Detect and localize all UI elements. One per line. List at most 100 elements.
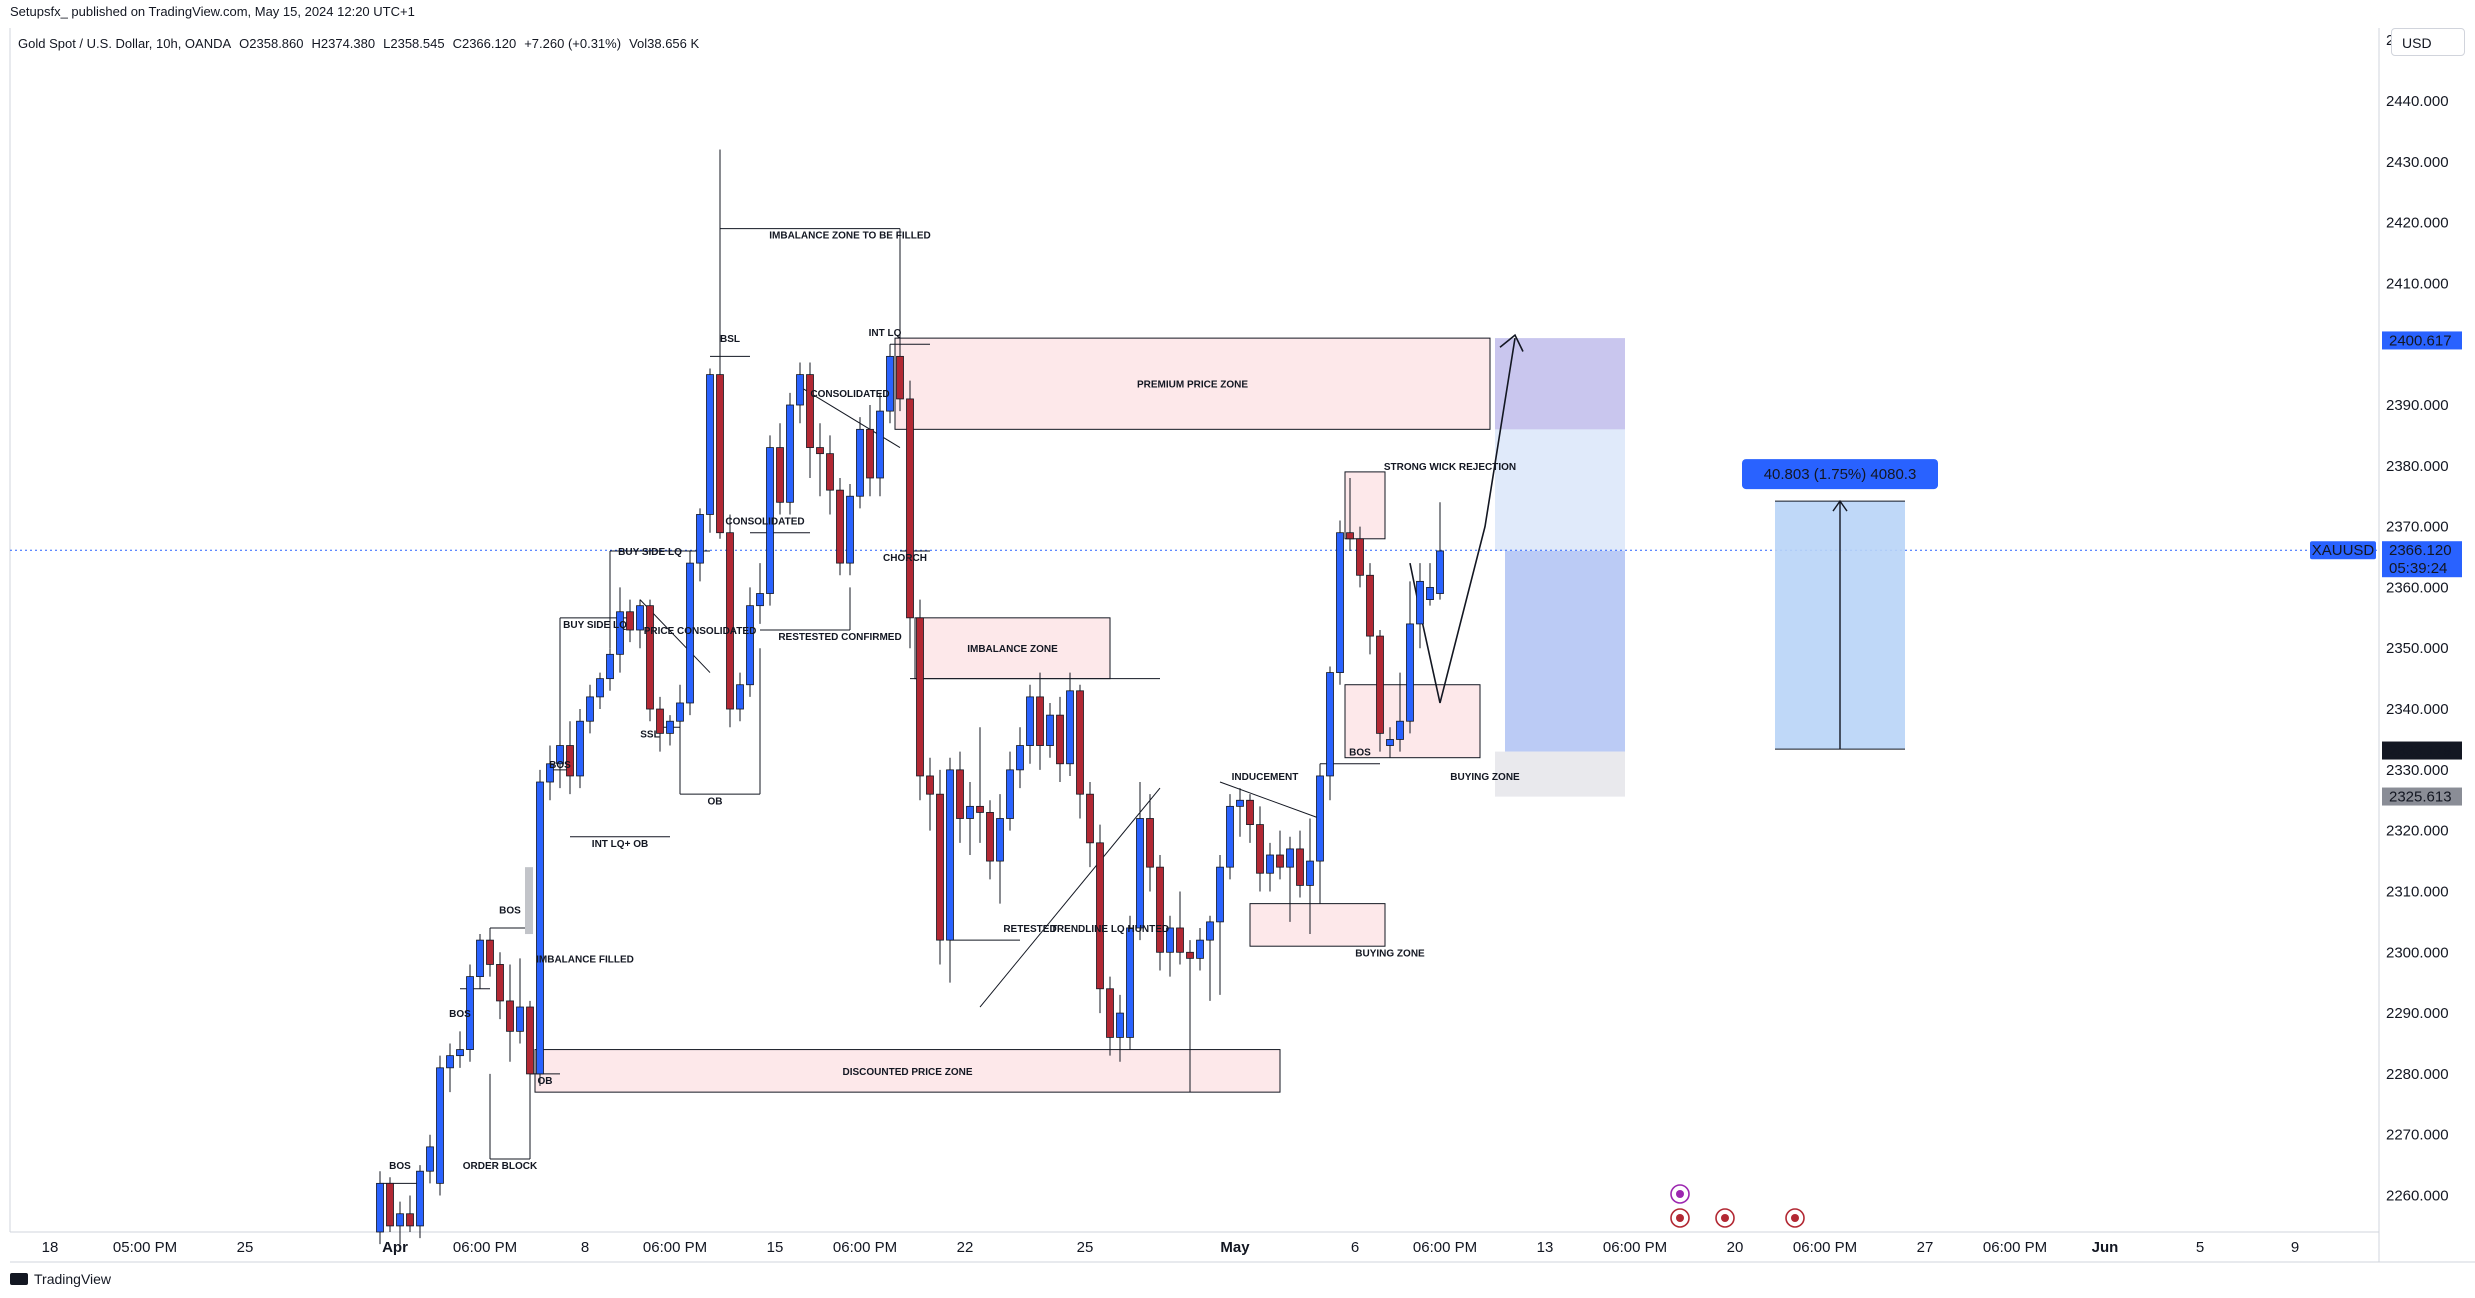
candle-body bbox=[986, 812, 994, 862]
price-tag bbox=[2382, 741, 2462, 760]
ohlc-close: C2366.120 bbox=[452, 36, 517, 51]
chart-annotation: OB bbox=[538, 1076, 553, 1087]
candle-body bbox=[1186, 951, 1194, 959]
candle-body bbox=[786, 404, 794, 503]
candle-body bbox=[1356, 538, 1364, 576]
chart-annotation: CONSOLIDATED bbox=[810, 389, 889, 400]
price-tag-countdown: 05:39:24 bbox=[2389, 560, 2447, 577]
candle-body bbox=[886, 355, 894, 412]
candle-body bbox=[576, 720, 584, 777]
candle-body bbox=[406, 1213, 414, 1227]
candle-body bbox=[766, 447, 774, 594]
chart-annotation: PRICE CONSOLIDATED bbox=[644, 626, 757, 637]
candle-body bbox=[1306, 860, 1314, 886]
time-axis-tick: 13 bbox=[1537, 1239, 1554, 1256]
candle-body bbox=[556, 745, 564, 765]
candle-body bbox=[1386, 739, 1394, 746]
candle-body bbox=[1086, 793, 1094, 844]
symbol-tag-label: XAUUSD bbox=[2312, 542, 2375, 559]
target-overlay-premium bbox=[1495, 338, 1625, 430]
zone-label: DISCOUNTED PRICE ZONE bbox=[842, 1067, 972, 1078]
price-axis-tick: 2270.000 bbox=[2386, 1127, 2449, 1144]
candle-body bbox=[976, 805, 984, 813]
candle-body bbox=[536, 781, 544, 1075]
chart-annotation: BOS bbox=[499, 906, 521, 917]
time-axis-tick: 06:00 PM bbox=[1603, 1239, 1667, 1256]
candle-body bbox=[756, 593, 764, 607]
chart-annotation: STRONG WICK REJECTION bbox=[1384, 462, 1516, 473]
candle-body bbox=[1286, 848, 1294, 868]
price-axis-tick: 2340.000 bbox=[2386, 701, 2449, 718]
price-tag bbox=[2382, 787, 2462, 806]
chart-annotation: OB bbox=[708, 796, 723, 807]
zone-label: PREMIUM PRICE ZONE bbox=[1137, 380, 1248, 391]
candle-body bbox=[806, 374, 814, 448]
price-axis-tick: 2370.000 bbox=[2386, 519, 2449, 536]
price-axis-tick: 2260.000 bbox=[2386, 1188, 2449, 1205]
candle-body bbox=[1116, 1012, 1124, 1038]
candle-body bbox=[1076, 690, 1084, 795]
time-axis-tick: 20 bbox=[1727, 1239, 1744, 1256]
candle-body bbox=[1396, 720, 1404, 740]
candle-body bbox=[1346, 532, 1354, 540]
candle-body bbox=[736, 684, 744, 710]
ohlc-high: H2374.380 bbox=[311, 36, 376, 51]
candle-body bbox=[666, 720, 674, 734]
candle-body bbox=[446, 1055, 454, 1069]
candle-body bbox=[526, 1006, 534, 1075]
candle-body bbox=[1026, 696, 1034, 746]
chart-annotation: BOS bbox=[389, 1161, 411, 1172]
price-axis-tick: 2440.000 bbox=[2386, 93, 2449, 110]
ohlc-change: +7.260 (+0.31%) bbox=[524, 36, 622, 51]
footer-brand-label: TradingView bbox=[34, 1271, 112, 1287]
time-axis-tick: 06:00 PM bbox=[1983, 1239, 2047, 1256]
candle-body bbox=[1226, 805, 1234, 868]
time-axis-tick: 06:00 PM bbox=[1413, 1239, 1477, 1256]
currency-selector[interactable]: USD bbox=[2391, 28, 2465, 56]
price-axis-tick: 2290.000 bbox=[2386, 1005, 2449, 1022]
candle-body bbox=[1136, 818, 1144, 929]
candle-body bbox=[506, 1000, 514, 1032]
candle-body bbox=[926, 775, 934, 795]
measure-arrow-head bbox=[1832, 499, 1848, 512]
candle-body bbox=[956, 769, 964, 819]
chart-annotation: CONSOLIDATED bbox=[725, 517, 804, 528]
candle-body bbox=[1246, 799, 1254, 825]
zone-premium-price-zone bbox=[894, 337, 1491, 430]
candle-body bbox=[1046, 714, 1054, 746]
candle-body bbox=[1326, 672, 1334, 777]
time-axis-tick: Apr bbox=[382, 1239, 408, 1256]
time-axis-tick: 25 bbox=[237, 1239, 254, 1256]
candle-body bbox=[1266, 854, 1274, 874]
candle-body bbox=[1036, 696, 1044, 746]
time-axis-tick: 06:00 PM bbox=[833, 1239, 897, 1256]
symbol-title[interactable]: Gold Spot / U.S. Dollar, 10h, OANDA bbox=[18, 36, 232, 51]
price-tag-label: 2325.613 bbox=[2389, 789, 2452, 806]
candle-body bbox=[876, 410, 884, 479]
candle-body bbox=[1366, 574, 1374, 637]
candle-body bbox=[1236, 799, 1244, 807]
chart-annotation: SSL bbox=[640, 729, 659, 740]
candle-body bbox=[896, 355, 904, 400]
candle-body bbox=[596, 678, 604, 698]
candle-body bbox=[826, 453, 834, 491]
candle-body bbox=[996, 818, 1004, 862]
price-axis-tick: 2410.000 bbox=[2386, 275, 2449, 292]
ohlc-volume: Vol38.656 K bbox=[629, 36, 700, 51]
candle-body bbox=[1216, 866, 1224, 923]
candle-body bbox=[386, 1182, 394, 1227]
candle-body bbox=[1376, 635, 1384, 734]
chart-annotation: IMBALANCE FILLED bbox=[536, 954, 634, 965]
chart-annotation: BOS bbox=[549, 760, 571, 771]
price-axis-tick: 2380.000 bbox=[2386, 458, 2449, 475]
candle-body bbox=[816, 447, 824, 455]
chart-annotation: BSL bbox=[720, 334, 740, 345]
chart-annotation: RETESTED bbox=[1003, 924, 1056, 935]
candle-body bbox=[586, 696, 594, 722]
candle-body bbox=[906, 398, 914, 619]
price-axis-tick: 2280.000 bbox=[2386, 1066, 2449, 1083]
candle-body bbox=[626, 611, 634, 631]
chart-annotation: BOS bbox=[1349, 748, 1371, 759]
candle-body bbox=[1206, 921, 1214, 941]
